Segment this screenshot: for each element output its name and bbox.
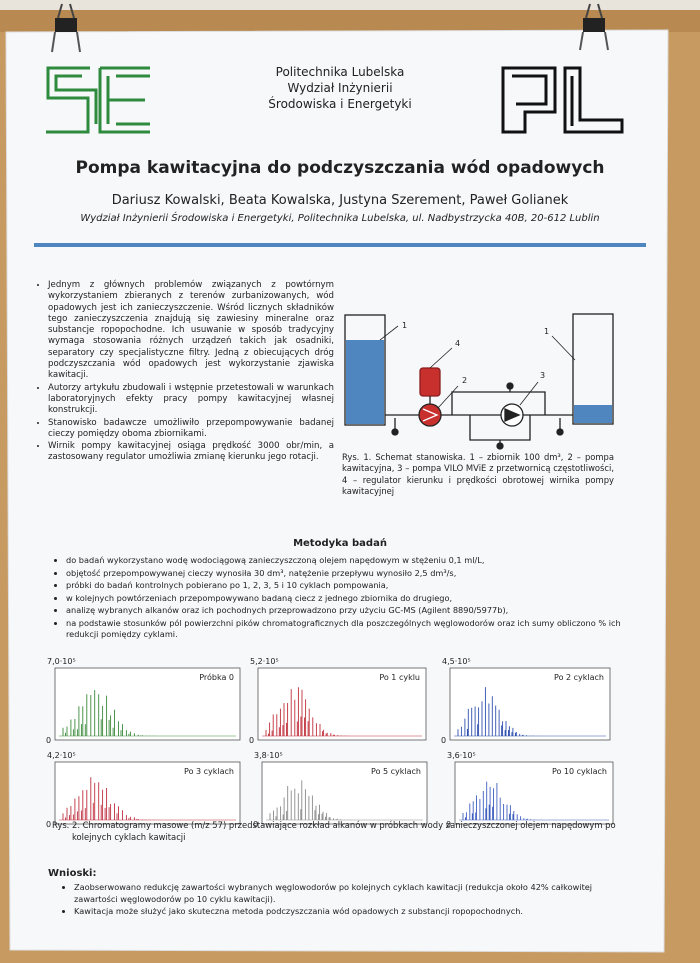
methods-heading: Metodyka badań [293,538,387,549]
y-zero-label: 0 [46,820,51,829]
institution-line: Politechnika Lubelska [275,65,405,79]
y-max-label: 3,8·10⁵ [254,751,283,760]
intro-list: Jednym z głównych problemów związanych z… [34,280,334,465]
chart-frame [454,761,614,825]
chromatograms: 7,0·10⁵ 0 Próbka 0 5,2·10⁵ 0 Po 1 cyklu 4,5·10… [46,657,614,829]
sample-label: Po 3 cyklach [184,767,234,776]
conclusion-bullet: Kawitacja może służyć jako skuteczna met… [74,906,634,918]
y-zero-label: 0 [46,736,51,745]
conclusions-heading: Wnioski: [48,868,97,879]
title: Pompa kawitacyjna do podczyszczania wód … [75,158,605,178]
setup-diagram: 1 4 2 3 1 [344,313,614,450]
methods-list: do badań wykorzystano wodę wodociągową z… [52,555,646,642]
y-max-label: 3,6·10⁵ [447,751,476,760]
y-zero-label: 0 [253,820,258,829]
conclusions-list: Zaobserwowano redukcję zawartości wybran… [60,882,634,919]
y-zero-label: 0 [441,736,446,745]
intro-bullet: Stanowisko badawcze umożliwiło przepompo… [48,418,334,441]
logo-pl [501,66,624,134]
y-max-label: 5,2·10⁵ [250,657,279,666]
binder-clip [51,3,81,53]
authors: Dariusz Kowalski, Beata Kowalska, Justyn… [111,193,569,208]
institution-line: Wydział Inżynierii [287,81,393,95]
chart-frame [449,667,611,741]
method-bullet: analizę wybranych alkanów oraz ich pocho… [66,605,646,617]
diagram-label: 4 [455,339,460,348]
chart-frame [54,667,241,741]
institution-line: Środowiska i Energetyki [268,97,412,111]
figure2-caption: Rys. 2. Chromatogramy masowe (m/z 57) pr… [52,820,616,842]
board-edge [0,10,700,32]
y-zero-label: 0 [446,820,451,829]
y-max-label: 4,5·10⁵ [442,657,471,666]
conclusion-bullet: Zaobserwowano redukcję zawartości wybran… [74,882,634,905]
intro-bullet: Autorzy artykułu zbudowali i wstępnie pr… [48,383,334,417]
sample-label: Próbka 0 [199,672,234,682]
diagram-label: 1 [544,327,549,336]
sample-label: Po 10 cyklach [552,767,607,776]
method-bullet: próbki do badań kontrolnych pobierano po… [66,580,646,592]
figure1-caption: Rys. 1. Schemat stanowiska. 1 – zbiornik… [342,452,614,496]
affiliation: Wydział Inżynierii Środowiska i Energety… [80,213,600,224]
logo-se [46,66,150,134]
y-max-label: 4,2·10⁵ [47,751,76,760]
diagram-label: 1 [402,321,407,330]
method-bullet: w kolejnych powtórzeniach przepompowywan… [66,593,646,605]
intro-bullet: Wirnik pompy kawitacyjnej osiąga prędkoś… [48,441,334,464]
chart-frame [54,761,241,825]
diagram-label: 3 [540,371,545,380]
intro-bullet: Jednym z głównych problemów związanych z… [48,280,334,382]
institution: Politechnika Lubelska Wydział Inżynierii… [220,64,460,112]
divider [34,243,646,247]
sample-label: Po 2 cyklach [554,673,604,682]
y-zero-label: 0 [249,736,254,745]
method-bullet: do badań wykorzystano wodę wodociągową z… [66,555,646,567]
chart-frame [261,761,428,825]
diagram-label: 2 [462,376,467,385]
sample-label: Po 1 cyklu [379,673,420,682]
y-max-label: 7,0·10⁵ [47,657,76,666]
method-bullet: objętość przepompowywanej cieczy wynosił… [66,568,646,580]
binder-clip [579,3,609,51]
method-bullet: na podstawie stosunków pól powierzchni p… [66,618,646,641]
chart-frame [257,667,427,741]
sample-label: Po 5 cyklach [371,767,421,776]
